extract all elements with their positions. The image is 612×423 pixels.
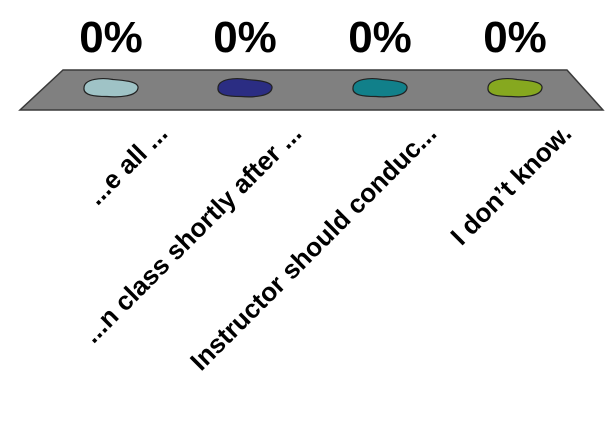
bar-base-3 bbox=[352, 78, 408, 98]
data-label-2: 0% bbox=[213, 13, 277, 62]
data-label-3: 0% bbox=[348, 13, 412, 62]
chart-floor bbox=[18, 69, 605, 111]
bar-base-1 bbox=[83, 78, 139, 98]
bar-base-4 bbox=[487, 78, 543, 98]
category-label-1: ...e all ... bbox=[81, 118, 174, 211]
data-label-4: 0% bbox=[483, 13, 547, 62]
bar-base-2 bbox=[217, 78, 273, 98]
category-label-3: Instructor should conduc... bbox=[184, 118, 442, 376]
category-label-2: ...n class shortly after ... bbox=[77, 118, 308, 349]
category-label-4: I don’t know. bbox=[444, 118, 577, 251]
data-label-1: 0% bbox=[79, 13, 143, 62]
